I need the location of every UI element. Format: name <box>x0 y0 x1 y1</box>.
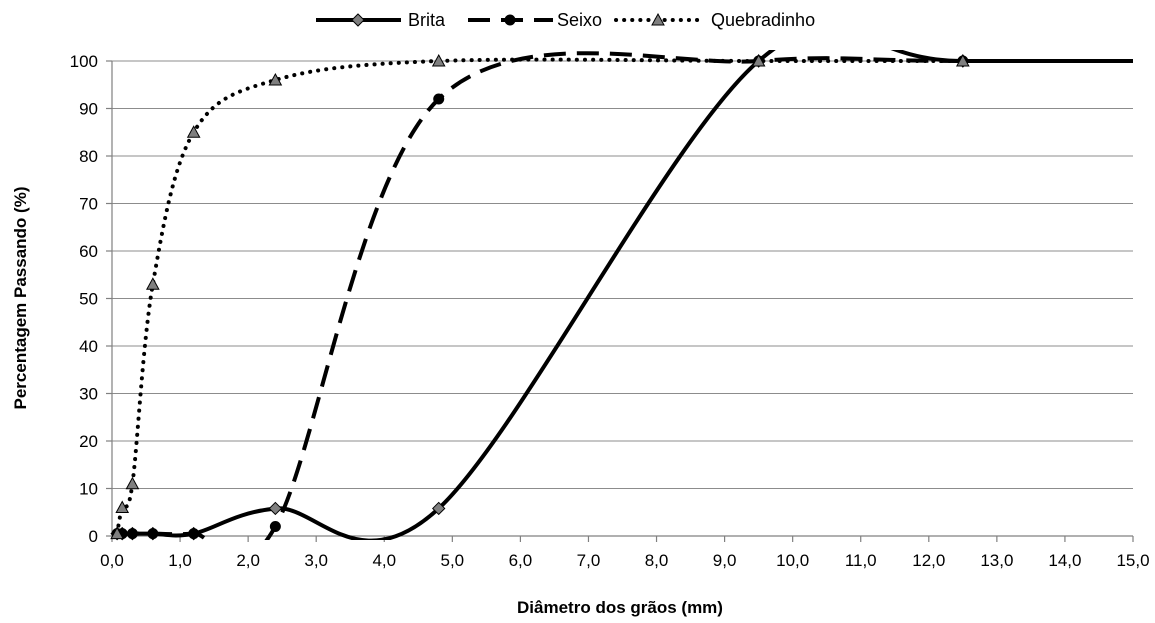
data-point-seixo <box>269 521 281 532</box>
x-tick-label: 14,0 <box>1048 551 1081 570</box>
y-tick-label: 20 <box>79 432 98 451</box>
y-tick-label: 10 <box>79 480 98 499</box>
series-line-brita <box>117 50 1133 540</box>
x-tick-label: 11,0 <box>845 551 877 570</box>
data-point-seixo <box>433 93 445 105</box>
y-tick-label: 60 <box>79 242 98 261</box>
y-tick-label: 70 <box>79 195 98 214</box>
grid-lines <box>112 60 1133 489</box>
x-tick-label: 7,0 <box>577 551 601 570</box>
data-point-quebradinho <box>186 125 201 138</box>
series-lines <box>115 50 1133 540</box>
x-axis-title: Diâmetro dos grãos (mm) <box>517 598 723 617</box>
legend-marker-seixo <box>504 14 516 26</box>
data-point-quebradinho <box>115 500 130 513</box>
x-tick-label: 4,0 <box>372 551 396 570</box>
y-tick-label: 30 <box>79 385 98 404</box>
y-tick-labels: 0 10 20 30 40 50 60 70 80 90 100 <box>70 52 98 546</box>
y-tick-label: 90 <box>79 100 98 119</box>
data-point-quebradinho <box>431 53 446 67</box>
x-tick-labels: 0,0 1,0 2,0 3,0 4,0 5,0 6,0 7,0 8,0 9,0 10,0 11,0 12… <box>100 551 1149 570</box>
x-tick-label: 13,0 <box>980 551 1013 570</box>
legend-label-brita: Brita <box>408 10 446 30</box>
data-point-quebradinho <box>125 476 140 490</box>
data-point-brita <box>268 501 283 516</box>
y-tick-label: 50 <box>79 290 98 309</box>
data-point-seixo <box>147 528 159 540</box>
x-tick-label: 3,0 <box>304 551 328 570</box>
data-point-quebradinho <box>751 53 766 67</box>
data-point-seixo <box>126 528 138 540</box>
x-tick-label: 12,0 <box>912 551 945 570</box>
x-tick-label: 0,0 <box>100 551 124 570</box>
x-tick-label: 1,0 <box>168 551 192 570</box>
series-markers <box>110 53 970 541</box>
axes <box>106 60 1134 542</box>
legend-marker-brita <box>351 13 365 27</box>
x-tick-label: 5,0 <box>441 551 465 570</box>
x-tick-label: 8,0 <box>645 551 669 570</box>
y-tick-label: 80 <box>79 147 98 166</box>
data-point-quebradinho <box>110 526 124 540</box>
legend-marker-quebradinho <box>651 12 665 26</box>
data-point-seixo <box>188 528 200 540</box>
x-tick-label: 6,0 <box>509 551 533 570</box>
data-point-quebradinho <box>145 277 160 290</box>
x-tick-label: 15,0 <box>1116 551 1149 570</box>
y-tick-label: 0 <box>89 527 98 546</box>
x-tick-label: 10,0 <box>776 551 809 570</box>
y-axis-title: Percentagem Passando (%) <box>11 187 30 410</box>
data-point-brita <box>432 501 446 516</box>
y-tick-label: 40 <box>79 337 98 356</box>
x-tick-label: 9,0 <box>713 551 737 570</box>
x-tick-label: 2,0 <box>236 551 260 570</box>
series-line-seixo <box>117 51 1133 540</box>
legend-label-quebradinho: Quebradinho <box>711 10 815 30</box>
legend: Brita Seixo Quebradinho <box>316 10 815 30</box>
legend-label-seixo: Seixo <box>557 10 602 30</box>
data-point-quebradinho <box>955 53 970 67</box>
series-line-quebradinho <box>115 57 1133 536</box>
y-tick-label: 100 <box>70 52 98 71</box>
data-point-quebradinho <box>268 72 283 86</box>
